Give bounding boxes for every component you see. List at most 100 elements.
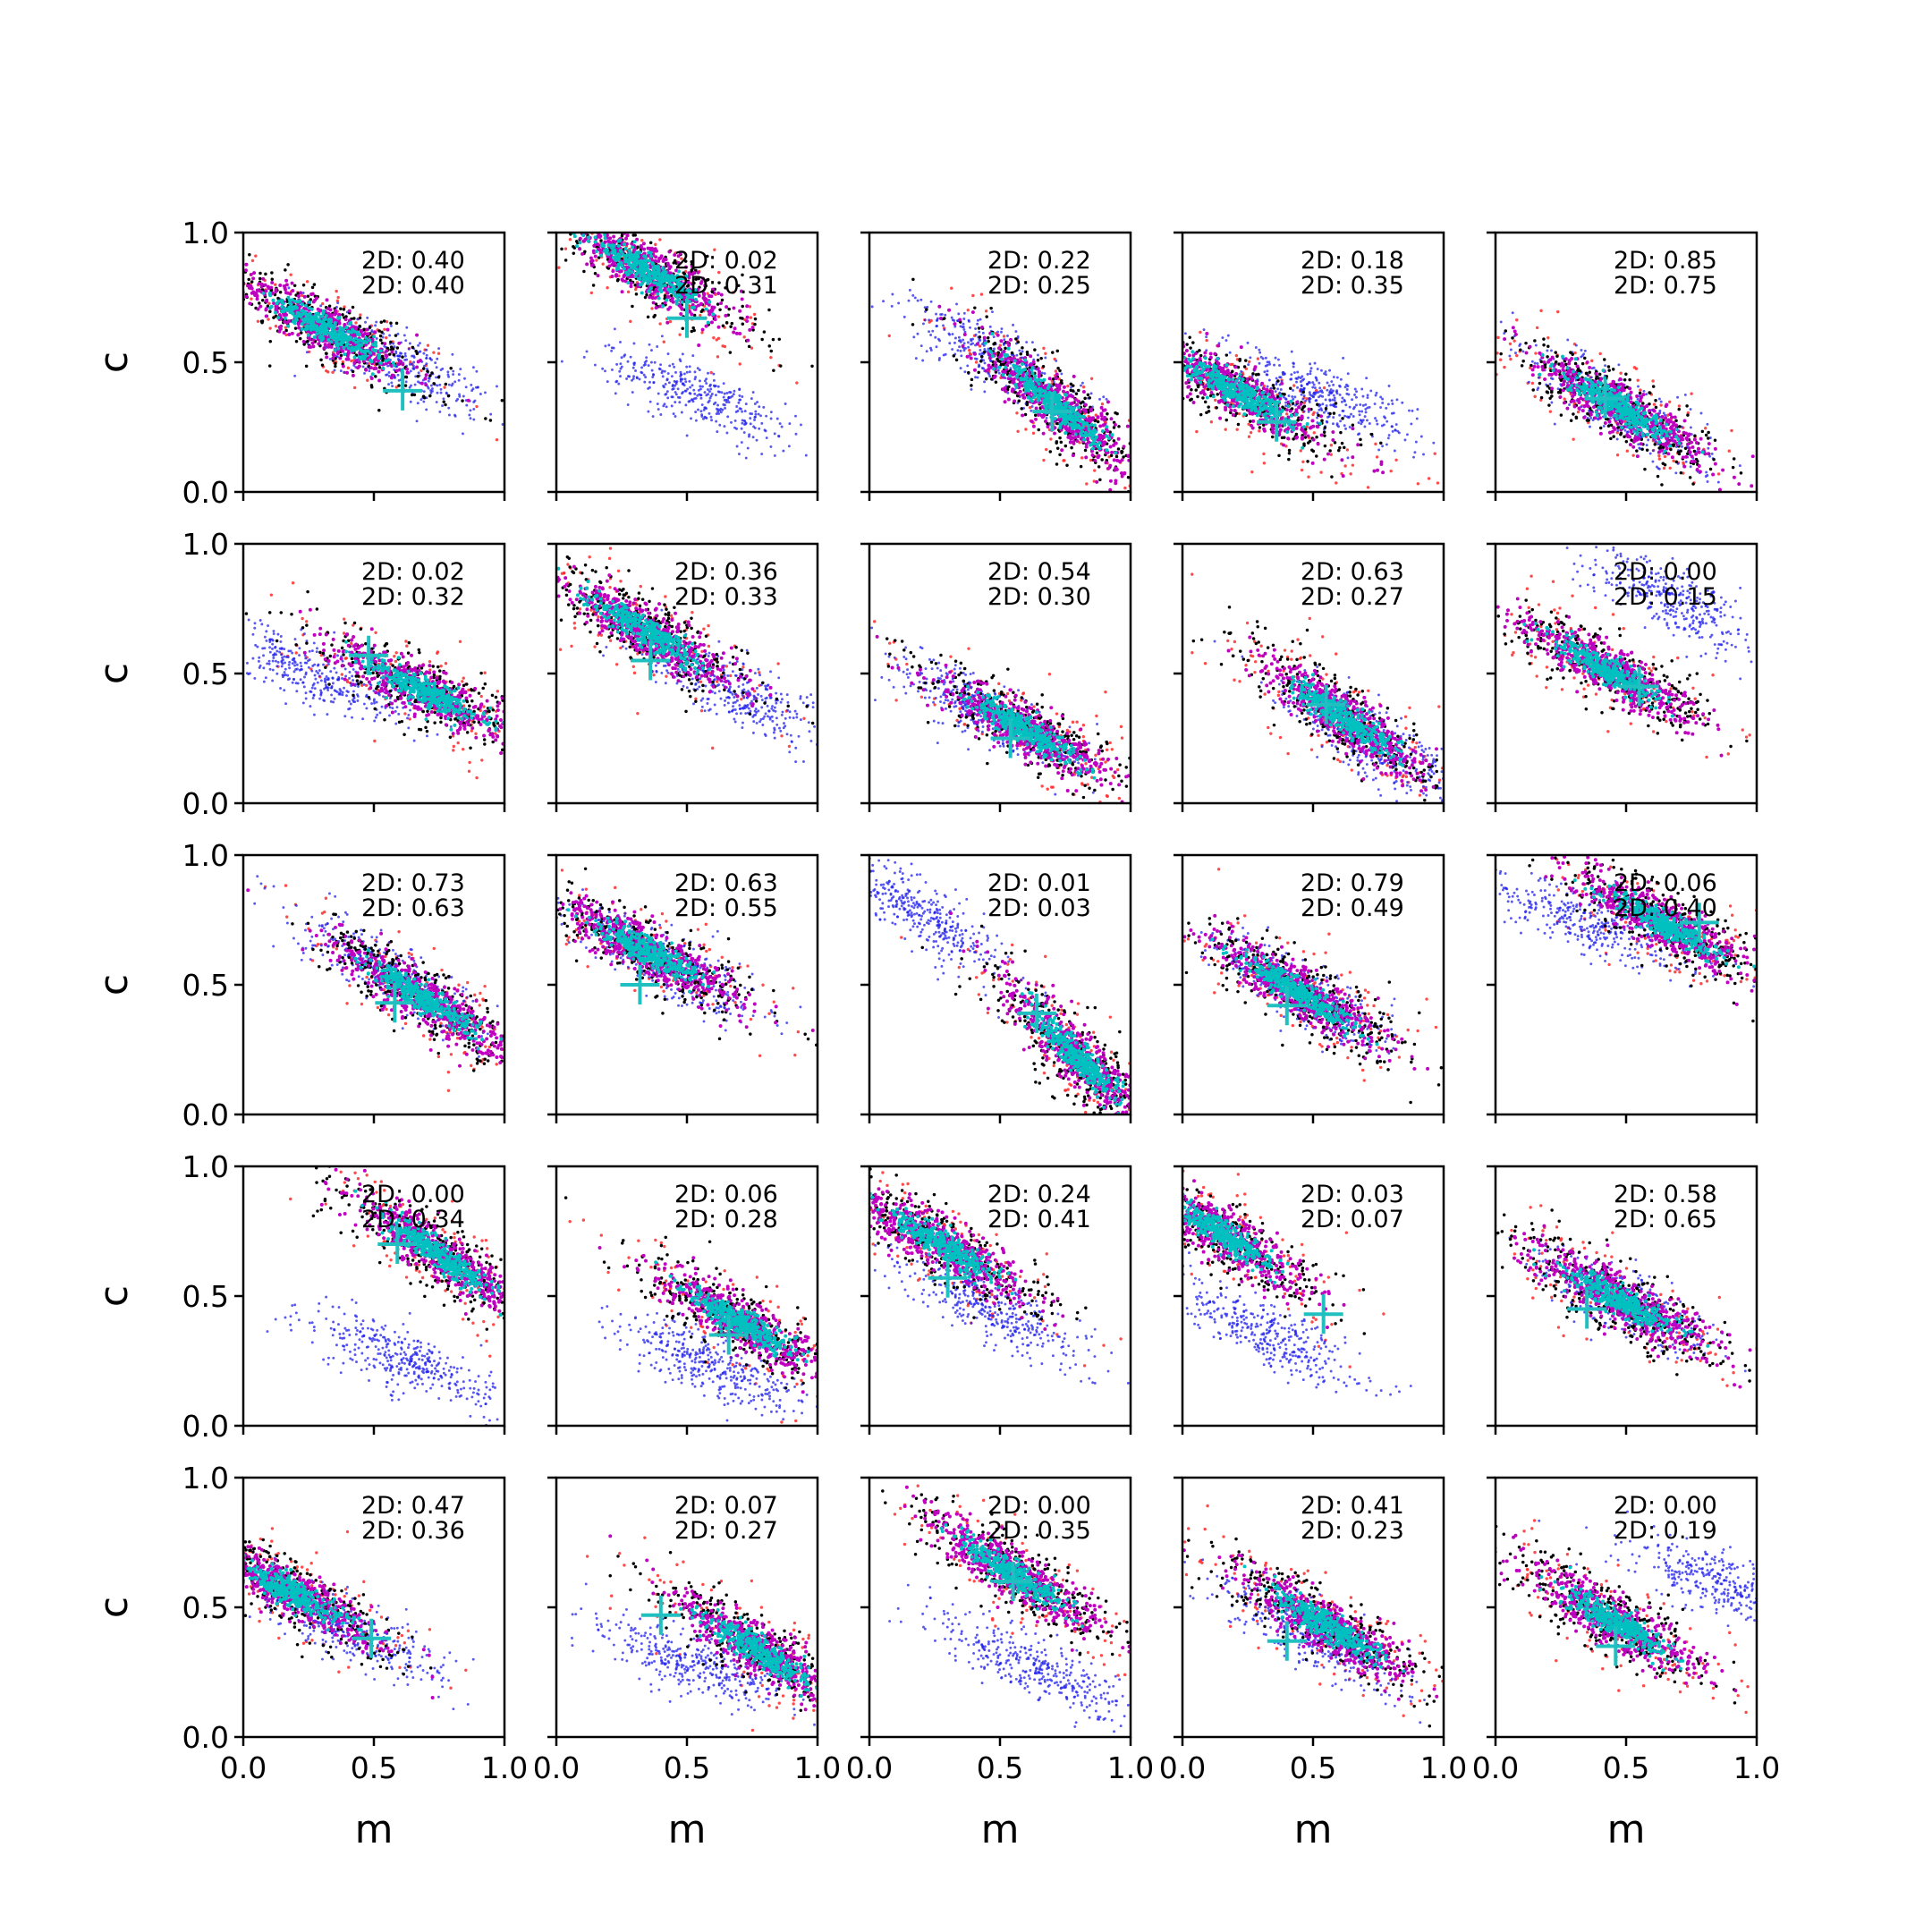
- panel-6-annotation-1: 2D: 0.02: [361, 558, 465, 586]
- panel-8-points: [870, 620, 1131, 803]
- panel-22-annotation-1: 2D: 0.07: [674, 1492, 778, 1520]
- ytick-label: 0.5: [182, 345, 229, 380]
- ytick-label: 1.0: [182, 838, 229, 873]
- x-axis-label: m: [355, 1807, 394, 1852]
- panel-16-annotation-2: 2D: 0.34: [361, 1206, 465, 1233]
- panel-25-annotation-2: 2D: 0.19: [1614, 1517, 1717, 1545]
- panel-17-annotation-1: 2D: 0.06: [674, 1181, 778, 1208]
- panel-17-annotation-2: 2D: 0.28: [674, 1206, 778, 1233]
- panel-17-points: [564, 1196, 818, 1424]
- x-axis-label: m: [668, 1807, 707, 1852]
- panel-20-points: [1496, 1204, 1757, 1389]
- panel-5-annotation-1: 2D: 0.85: [1614, 247, 1717, 275]
- panel-11-marker: [375, 983, 415, 1023]
- panel-6-points: [243, 581, 504, 780]
- panel-20-annotation-2: 2D: 0.65: [1614, 1206, 1717, 1233]
- ytick-label: 1.0: [182, 527, 229, 562]
- panel-4-marker: [1257, 402, 1297, 442]
- panel-10-marker: [1619, 666, 1659, 707]
- ytick-label: 0.5: [182, 968, 229, 1003]
- panel-10-annotation-2: 2D: 0.15: [1614, 583, 1717, 611]
- panel-8-annotation-2: 2D: 0.30: [987, 583, 1091, 611]
- panel-22-annotation-2: 2D: 0.27: [674, 1517, 778, 1545]
- x-axis-label: m: [1607, 1807, 1646, 1852]
- xtick-label: 0.5: [977, 1750, 1023, 1785]
- panel-21-annotation-2: 2D: 0.36: [361, 1517, 465, 1545]
- panel-15-annotation-1: 2D: 0.06: [1614, 869, 1717, 897]
- panel-10-annotation-1: 2D: 0.00: [1614, 558, 1717, 586]
- panel-7-points: [556, 547, 818, 764]
- panel-24-points: [1182, 1504, 1444, 1728]
- panel-9-points: [1191, 572, 1444, 803]
- y-axis-label: c: [91, 1597, 137, 1618]
- panel-13-annotation-1: 2D: 0.01: [987, 869, 1091, 897]
- panel-11-annotation-2: 2D: 0.63: [361, 894, 465, 922]
- panel-21-annotation-1: 2D: 0.47: [361, 1492, 465, 1520]
- panel-2-marker: [667, 298, 707, 338]
- panel-23-annotation-2: 2D: 0.35: [987, 1517, 1091, 1545]
- panel-13-marker: [1016, 993, 1056, 1033]
- panel-20-marker: [1567, 1289, 1607, 1329]
- panel-12-points: [556, 867, 818, 1057]
- panel-4-points: [1182, 328, 1440, 489]
- xtick-label: 0.0: [533, 1750, 580, 1785]
- panel-18-annotation-1: 2D: 0.24: [987, 1181, 1091, 1208]
- panel-6-marker: [349, 635, 389, 675]
- panel-9-annotation-1: 2D: 0.63: [1301, 558, 1404, 586]
- panel-18-annotation-2: 2D: 0.41: [987, 1206, 1091, 1233]
- panel-15-marker: [1679, 902, 1719, 943]
- panel-2-annotation-1: 2D: 0.02: [674, 247, 778, 275]
- panel-22-marker: [640, 1595, 681, 1635]
- panel-13-annotation-2: 2D: 0.03: [987, 894, 1091, 922]
- panel-5-annotation-2: 2D: 0.75: [1614, 272, 1717, 300]
- panel-9-annotation-2: 2D: 0.27: [1301, 583, 1404, 611]
- panel-11-points: [246, 875, 504, 1092]
- panel-2-annotation-2: 2D: 0.31: [674, 272, 778, 300]
- xtick-label: 0.5: [351, 1750, 397, 1785]
- xtick-label: 0.0: [220, 1750, 267, 1785]
- panel-20-annotation-1: 2D: 0.58: [1614, 1181, 1717, 1208]
- panel-7-marker: [631, 640, 671, 681]
- panel-1-points: [243, 252, 504, 442]
- panel-12-marker: [620, 965, 660, 1004]
- panel-14-annotation-2: 2D: 0.49: [1301, 894, 1404, 922]
- panel-9-marker: [1306, 684, 1346, 724]
- panel-15-annotation-2: 2D: 0.40: [1614, 894, 1717, 922]
- panel-4-annotation-2: 2D: 0.35: [1301, 272, 1404, 300]
- panel-15-points: [1496, 855, 1757, 1023]
- xtick-label: 0.0: [846, 1750, 893, 1785]
- ytick-label: 0.0: [182, 1409, 229, 1444]
- panel-3-marker: [1032, 392, 1072, 432]
- panel-6-annotation-2: 2D: 0.32: [361, 583, 465, 611]
- panel-23-annotation-1: 2D: 0.00: [987, 1492, 1091, 1520]
- panel-5-points: [1496, 309, 1755, 492]
- panel-24-annotation-2: 2D: 0.23: [1301, 1517, 1404, 1545]
- panel-11-annotation-1: 2D: 0.73: [361, 869, 465, 897]
- xtick-label: 1.0: [1733, 1750, 1780, 1785]
- panel-10-points: [1496, 544, 1753, 759]
- panel-4-annotation-1: 2D: 0.18: [1301, 247, 1404, 275]
- panel-7-annotation-2: 2D: 0.33: [674, 583, 778, 611]
- panel-16-annotation-1: 2D: 0.00: [361, 1181, 465, 1208]
- panel-8-marker: [990, 718, 1030, 758]
- x-axis-label: m: [981, 1807, 1020, 1852]
- panel-21-marker: [352, 1618, 392, 1658]
- panel-14-annotation-1: 2D: 0.79: [1301, 869, 1404, 897]
